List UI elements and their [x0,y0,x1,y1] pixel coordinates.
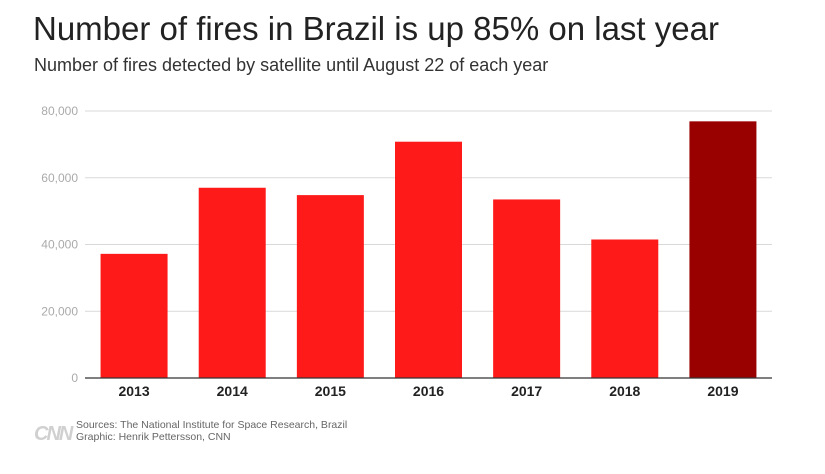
x-tick-label: 2016 [413,383,444,399]
chart-subtitle: Number of fires detected by satellite un… [34,55,549,75]
x-tick-label: 2014 [217,383,248,399]
y-tick-label: 60,000 [41,171,78,185]
bar-2013 [100,253,168,378]
bar-2015 [296,195,364,378]
y-tick-label: 40,000 [41,238,78,252]
y-tick-label: 20,000 [41,304,78,318]
bar-2014 [198,187,266,378]
x-tick-label: 2017 [511,383,542,399]
bar-2019 [689,121,757,378]
x-tick-label: 2013 [118,383,149,399]
y-tick-label: 0 [71,371,78,385]
cnn-logo: CNN [34,423,73,445]
x-tick-label: 2015 [315,383,346,399]
x-tick-label: 2019 [707,383,738,399]
y-tick-label: 80,000 [41,104,78,118]
bar-2017 [493,199,561,378]
chart-title: Number of fires in Brazil is up 85% on l… [33,10,719,47]
bar-2016 [395,141,462,378]
bar-2018 [591,239,659,378]
sources-text: Sources: The National Institute for Spac… [76,419,347,443]
source-line: Sources: The National Institute for Spac… [76,419,348,431]
x-tick-label: 2018 [609,383,640,399]
credit-line: Graphic: Henrik Pettersson, CNN [76,431,231,443]
